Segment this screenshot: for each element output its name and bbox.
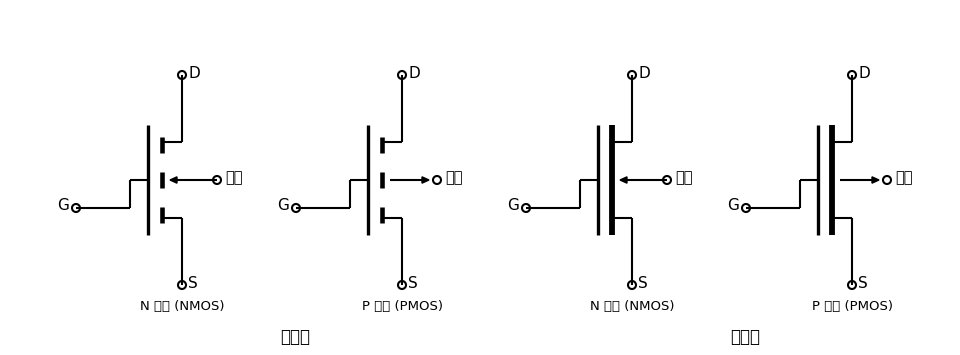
- Text: D: D: [188, 66, 200, 81]
- Text: S: S: [408, 275, 418, 290]
- Text: S: S: [638, 275, 648, 290]
- Text: 衬底: 衬底: [675, 170, 692, 186]
- Polygon shape: [872, 177, 879, 183]
- Text: D: D: [638, 66, 650, 81]
- Text: G: G: [507, 198, 519, 213]
- Text: N 沟道 (NMOS): N 沟道 (NMOS): [589, 300, 674, 313]
- Text: G: G: [58, 198, 69, 213]
- Text: P 沟道 (PMOS): P 沟道 (PMOS): [362, 300, 443, 313]
- Text: S: S: [858, 275, 868, 290]
- Text: 衬底: 衬底: [225, 170, 243, 186]
- Text: S: S: [188, 275, 198, 290]
- Text: D: D: [858, 66, 870, 81]
- Text: 衬底: 衬底: [445, 170, 463, 186]
- Polygon shape: [620, 177, 627, 183]
- Text: G: G: [277, 198, 289, 213]
- Text: 增强型: 增强型: [280, 328, 310, 346]
- Text: N 沟道 (NMOS): N 沟道 (NMOS): [140, 300, 225, 313]
- Polygon shape: [422, 177, 429, 183]
- Text: G: G: [727, 198, 739, 213]
- Polygon shape: [170, 177, 177, 183]
- Text: P 沟道 (PMOS): P 沟道 (PMOS): [811, 300, 893, 313]
- Text: 耗尽型: 耗尽型: [730, 328, 760, 346]
- Text: 衬底: 衬底: [895, 170, 913, 186]
- Text: D: D: [408, 66, 420, 81]
